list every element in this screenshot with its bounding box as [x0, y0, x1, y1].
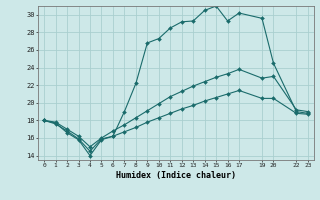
- X-axis label: Humidex (Indice chaleur): Humidex (Indice chaleur): [116, 171, 236, 180]
